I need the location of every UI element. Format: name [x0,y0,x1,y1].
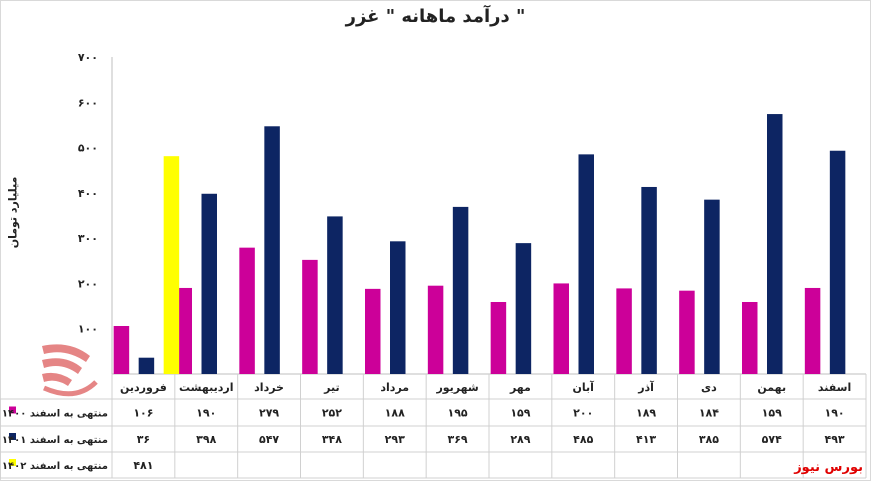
data-label-series2: ۳۶ [137,433,150,446]
data-label-series1: ۱۰۶ [133,407,153,420]
bar-series1-12 [804,287,821,374]
x-category-label: بهمن [757,381,786,394]
bar-series1-6 [427,285,444,374]
data-label-series2: ۲۹۳ [385,433,405,446]
bar-series2-4 [327,216,343,374]
bar-series1-7 [490,301,507,374]
x-category-label: آبان [573,380,595,394]
x-category-label: مهر [509,381,531,394]
data-label-series1: ۲۵۲ [322,407,342,420]
legend-label-series1: منتهی به اسفند ۱۴۰۰ [2,409,108,420]
y-tick-label: ۷۰۰ [78,51,98,64]
source-label: بورس نیوز [794,460,863,475]
y-tick-label: ۵۰۰ [78,142,98,155]
legend-swatch-series2 [9,433,16,440]
legend-label-series2: منتهی به اسفند ۱۴۰۱ [2,435,108,446]
bar-series2-9 [641,186,657,374]
bar-series1-5 [365,288,381,374]
bar-series3-1 [163,156,180,374]
data-label-series1: ۱۸۴ [699,407,719,420]
data-label-series2: ۴۹۳ [825,433,845,446]
data-label-series1: ۲۰۰ [573,407,593,420]
y-tick-label: ۱۰۰ [78,323,98,336]
data-label-series2: ۴۸۵ [573,433,593,446]
x-category-label: دی [701,381,717,394]
bar-series2-7 [515,243,532,374]
data-label-series1: ۱۵۹ [510,407,530,420]
bar-series2-1 [138,357,155,374]
bar-series1-11 [742,301,758,374]
bar-series2-12 [829,150,846,374]
bar-series1-1 [113,325,130,374]
data-label-series2: ۳۴۸ [322,433,342,446]
data-label-series1: ۲۷۹ [259,407,279,420]
bar-series1-3 [239,247,255,374]
data-label-series3: ۴۸۱ [133,459,153,472]
data-label-series2: ۳۹۸ [196,433,216,446]
bar-series2-8 [578,154,594,374]
x-category-label: اسفند [818,381,851,394]
data-label-series2: ۲۸۹ [510,433,530,446]
bar-series1-10 [679,290,695,374]
bar-series2-10 [704,199,720,374]
legend-label-series3: منتهی به اسفند ۱۴۰۲ [2,461,108,472]
bar-series1-8 [553,283,569,374]
x-category-label: خرداد [254,381,284,394]
bar-series2-2 [201,193,217,374]
y-tick-label: ۳۰۰ [78,232,98,245]
y-tick-label: ۶۰۰ [78,96,98,109]
legend-swatch-series1 [9,406,16,414]
x-category-label: آذر [637,380,654,394]
bar-series2-11 [767,114,783,374]
data-label-series2: ۳۸۵ [699,433,719,446]
chart-title: درآمد ماهانه " غزر " [345,6,526,27]
bar-series2-6 [452,206,469,374]
data-label-series1: ۱۸۸ [385,407,405,420]
data-label-series1: ۱۹۰ [825,407,845,420]
bar-series2-5 [390,241,406,374]
data-label-series1: ۱۹۰ [196,407,216,420]
bourse-news-logo-watermark [42,344,98,397]
x-category-label: مرداد [380,381,409,394]
data-label-series2: ۳۶۹ [448,433,468,446]
data-label-series2: ۴۱۳ [636,433,656,446]
data-label-series1: ۱۹۵ [448,407,468,420]
y-tick-label: ۴۰۰ [78,187,98,200]
x-category-label: فروردین [120,381,167,394]
data-label-series2: ۵۷۴ [762,433,782,446]
y-tick-label: ۲۰۰ [78,277,98,290]
x-category-label: شهریور [435,381,478,394]
bar-series1-4 [302,259,318,374]
legend-swatch-series3 [9,459,16,466]
data-label-series2: ۵۴۷ [259,433,279,446]
data-label-series1: ۱۸۹ [636,407,656,420]
bar-series1-9 [616,288,632,374]
x-category-label: اردیبهشت [179,381,233,394]
bar-series2-3 [264,126,280,374]
data-label-series1: ۱۵۹ [762,407,782,420]
x-category-label: تیر [323,381,339,394]
bar-series1-2 [176,287,192,374]
